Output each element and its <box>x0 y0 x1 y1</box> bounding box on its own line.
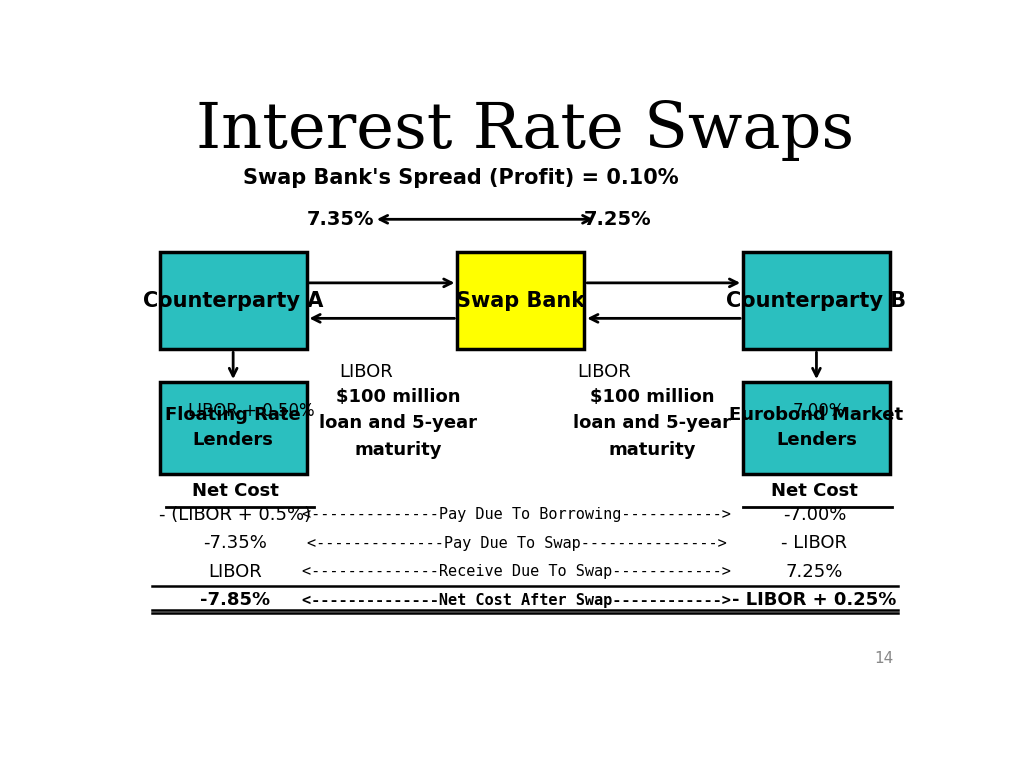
Text: <--------------Pay Due To Swap--------------->: <--------------Pay Due To Swap----------… <box>307 536 727 551</box>
FancyBboxPatch shape <box>743 252 890 349</box>
Text: LIBOR: LIBOR <box>339 362 393 381</box>
Text: 7.25%: 7.25% <box>584 210 651 229</box>
FancyBboxPatch shape <box>160 252 306 349</box>
Text: Eurobond Market
Lenders: Eurobond Market Lenders <box>729 406 903 449</box>
Text: - LIBOR + 0.25%: - LIBOR + 0.25% <box>732 591 897 609</box>
Text: Swap Bank's Spread (Profit) = 0.10%: Swap Bank's Spread (Profit) = 0.10% <box>244 168 679 188</box>
Text: -7.35%: -7.35% <box>203 535 267 552</box>
Text: Swap Bank: Swap Bank <box>457 290 586 310</box>
Text: 7.35%: 7.35% <box>307 210 375 229</box>
Text: <--------------Pay Due To Borrowing----------->: <--------------Pay Due To Borrowing-----… <box>302 508 731 522</box>
Text: <--------------Receive Due To Swap------------>: <--------------Receive Due To Swap------… <box>302 564 731 579</box>
Text: $100 million
loan and 5-year
maturity: $100 million loan and 5-year maturity <box>318 388 477 458</box>
Text: Floating Rate
Lenders: Floating Rate Lenders <box>165 406 301 449</box>
Text: -7.00%: -7.00% <box>782 506 846 524</box>
Text: <--------------Net Cost After Swap------------>: <--------------Net Cost After Swap------… <box>302 593 731 607</box>
Text: Counterparty B: Counterparty B <box>726 290 906 310</box>
Text: Interest Rate Swaps: Interest Rate Swaps <box>196 100 854 161</box>
Text: $100 million
loan and 5-year
maturity: $100 million loan and 5-year maturity <box>572 388 731 458</box>
Text: - LIBOR: - LIBOR <box>781 535 848 552</box>
Text: 14: 14 <box>874 650 894 666</box>
Text: 7.25%: 7.25% <box>785 563 843 581</box>
FancyBboxPatch shape <box>160 382 306 474</box>
Text: Net Cost: Net Cost <box>191 482 279 500</box>
FancyBboxPatch shape <box>458 252 585 349</box>
Text: Net Cost: Net Cost <box>771 482 858 500</box>
FancyBboxPatch shape <box>743 382 890 474</box>
Text: 7.00%: 7.00% <box>793 402 845 421</box>
Text: LIBOR + 0.50%: LIBOR + 0.50% <box>187 402 314 421</box>
Text: Counterparty A: Counterparty A <box>143 290 324 310</box>
Text: - (LIBOR + 0.5%): - (LIBOR + 0.5%) <box>159 506 311 524</box>
Text: -7.85%: -7.85% <box>200 591 270 609</box>
Text: LIBOR: LIBOR <box>578 362 631 381</box>
Text: LIBOR: LIBOR <box>208 563 262 581</box>
